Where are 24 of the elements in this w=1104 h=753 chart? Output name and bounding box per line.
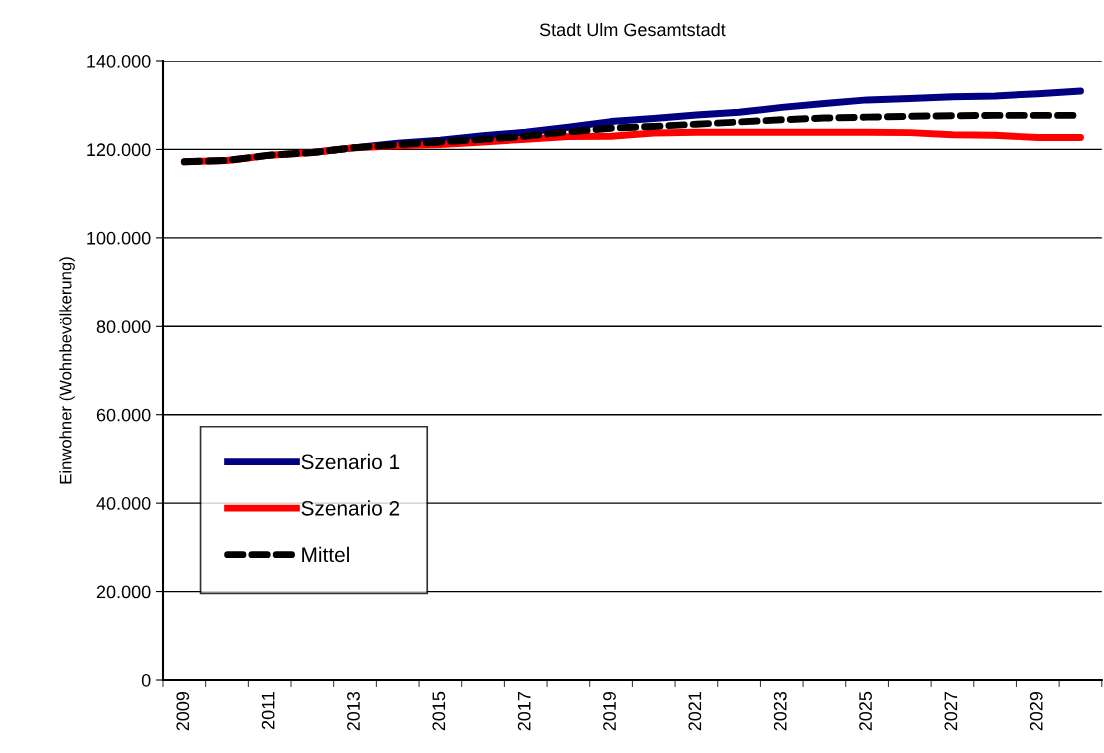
y-tick-label: 60.000	[96, 408, 151, 422]
x-tick-label: 2009	[176, 691, 190, 731]
x-tick-label: 2025	[859, 691, 872, 731]
y-tick-label: 100.000	[87, 231, 151, 245]
x-tick-label: 2021	[688, 691, 702, 731]
x-tick-label: 2023	[773, 691, 787, 731]
x-tick-label: 2013	[347, 691, 360, 731]
y-axis-title: Einwohner (Wohnbevölkerung)	[59, 257, 75, 484]
y-tick-label: 140.000	[87, 54, 151, 68]
x-tick-label: 2017	[517, 692, 531, 731]
chart-title: Stadt Ulm Gesamtstadt	[539, 22, 726, 37]
y-tick-label: 80.000	[96, 320, 151, 334]
legend-label: Szenario 2	[301, 500, 400, 516]
x-tick-label: 2019	[603, 691, 616, 731]
x-tick-label: 2015	[432, 691, 446, 731]
legend-label: Mittel	[302, 546, 349, 563]
y-tick-label: 0	[141, 673, 151, 687]
y-tick-label: 40.000	[96, 497, 151, 510]
y-tick-label: 120.000	[87, 143, 151, 157]
y-tick-label: 20.000	[96, 585, 151, 599]
x-tick-label: 2027	[944, 692, 958, 731]
legend-label: Szenario 1	[301, 453, 400, 470]
x-tick-label: 2029	[1029, 691, 1043, 731]
x-tick-label: 2011	[261, 691, 275, 730]
